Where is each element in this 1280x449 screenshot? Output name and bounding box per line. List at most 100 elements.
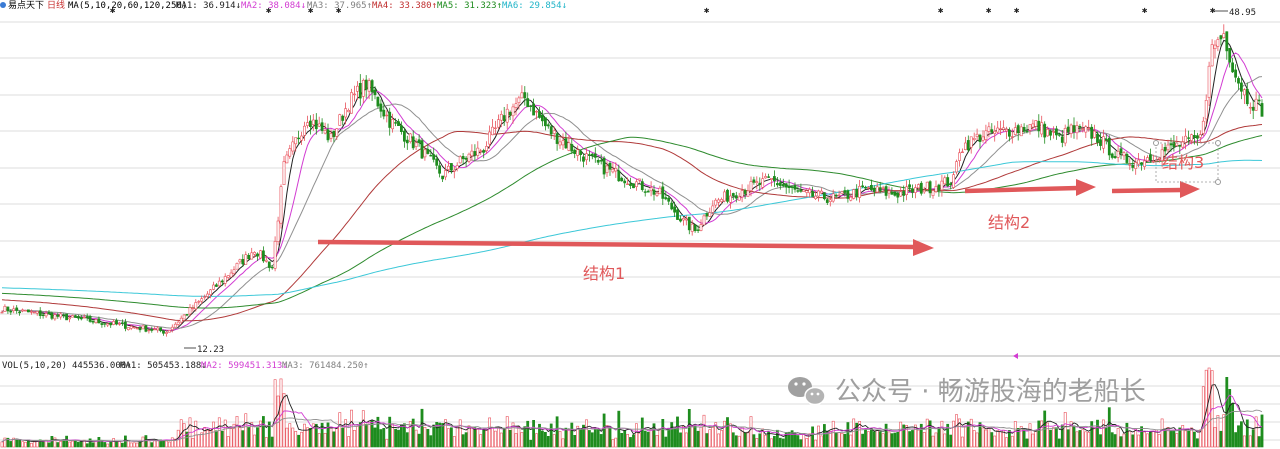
candle-body [1013,127,1017,135]
candle-body [655,192,659,196]
candle-body [702,215,706,226]
candle-body [955,161,958,173]
candle-body [238,259,242,263]
candle-body [370,80,374,93]
watermark-text: 公众号 · 畅游股海的老船长 [835,377,1146,407]
candle-body [928,181,932,194]
candle-body [188,307,192,315]
candle-body [517,97,521,104]
volume-bar [946,423,950,448]
candle-body [441,175,445,180]
volume-bar [570,422,574,448]
volume-bar [567,429,571,448]
candle-body [984,130,988,140]
volume-bar [711,427,715,448]
volume-bar [1122,433,1126,448]
candle-body [206,293,210,297]
candle-body [6,306,10,312]
candle-body [617,170,621,182]
ma3-line [1,76,1263,329]
volume-bar [56,442,60,448]
candle-body [1131,165,1135,168]
volume-bar [165,440,168,448]
volume-bar [767,431,771,448]
candle-body [1025,130,1029,132]
volume-bar [1113,434,1117,448]
candle-body [68,317,72,320]
candle-body [981,136,985,141]
candle-body [573,149,577,155]
volume-bar [1134,428,1138,448]
candle-body [611,168,615,173]
candle-body [819,190,823,194]
stock-name: 易点天下 [8,0,44,11]
volume-bar [576,425,580,448]
candle-body [1198,134,1202,138]
volume-bar [1052,427,1055,448]
candle-body [511,106,515,117]
candle-body [426,149,430,154]
volume-bar [50,435,54,448]
candle-body [582,156,585,162]
volume-bar [822,424,826,448]
volume-bar [899,421,903,448]
candle-body [438,165,442,174]
candle-body [379,103,383,112]
volume-bar [444,419,447,448]
candle-body [12,308,16,311]
volume-bar [452,436,456,448]
event-marker-icon: ✱ [1014,6,1020,16]
volume-bar [338,412,342,448]
volume-bar [485,429,489,448]
candle-body [18,311,22,314]
candle-body [902,191,906,196]
candle-body [852,189,856,199]
ma2-line [1,52,1263,331]
candle-body [846,190,850,199]
volume-bar [3,437,7,448]
candle-body [253,252,257,255]
volume-bar [191,438,195,448]
volume-bar [737,435,741,448]
candle-body [911,188,914,193]
candle-body [423,149,427,158]
candle-body [599,160,603,162]
volume-bar [59,441,63,448]
candle-body [1228,47,1232,63]
volume-bar [828,431,832,448]
volume-bar [1248,435,1252,448]
candle-body [884,186,888,196]
volume-bar [582,424,585,448]
volume-bar [320,422,324,448]
candle-body [861,185,865,188]
volume-bar [1110,432,1114,448]
volume-bar [687,408,691,448]
candle-body [376,96,380,107]
candle-body [960,151,964,153]
volume-bar [250,422,254,448]
volume-bar [241,430,245,448]
candle-body [455,165,459,169]
candle-body [402,130,406,142]
candle-body [805,190,809,193]
candle-body [661,186,665,199]
candle-body [1037,120,1041,132]
volume-bar [996,430,1000,448]
volume-bar [41,441,45,448]
volume-bar [376,416,380,448]
volume-bar [999,431,1003,448]
candle-body [893,191,897,196]
candle-body [1110,153,1114,158]
candle-body [925,181,929,190]
volume-bar [1037,420,1041,448]
candle-body [1016,125,1020,134]
volume-bar [215,430,218,448]
volume-bar [958,418,961,448]
volume-bar [408,421,412,448]
candle-body [250,252,254,260]
candle-body [294,137,298,145]
volume-bar [1022,429,1026,448]
volume-bar [535,433,538,448]
volume-bar [963,425,967,448]
volume-bar [614,437,618,448]
